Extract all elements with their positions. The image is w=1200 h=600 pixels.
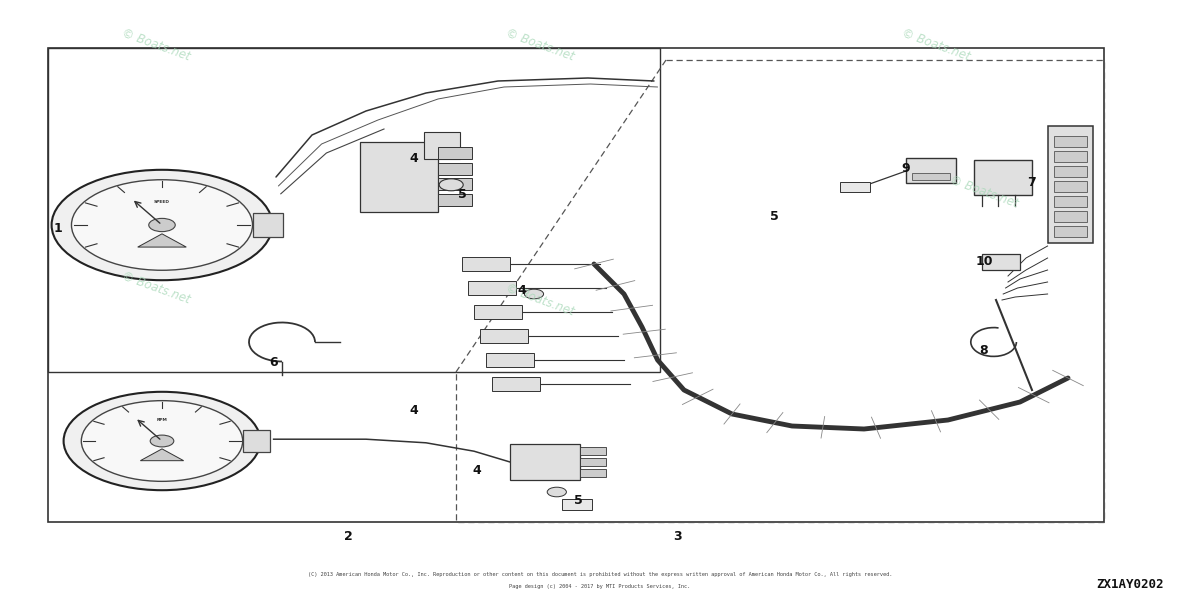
Bar <box>580 458 606 466</box>
Text: © Boats.net: © Boats.net <box>120 269 192 307</box>
Bar <box>468 281 516 295</box>
Circle shape <box>82 401 242 481</box>
Bar <box>1054 166 1087 177</box>
Bar <box>480 329 528 343</box>
Text: 6: 6 <box>269 356 278 370</box>
Bar <box>492 377 540 391</box>
Bar <box>486 353 534 367</box>
Bar <box>906 158 956 183</box>
Bar <box>252 213 283 237</box>
Polygon shape <box>140 449 184 461</box>
Text: 7: 7 <box>1027 176 1037 190</box>
Bar <box>462 257 510 271</box>
Bar <box>242 430 270 452</box>
Text: 1: 1 <box>53 221 62 235</box>
Bar <box>510 444 580 480</box>
Bar <box>438 178 472 190</box>
Bar <box>438 163 472 175</box>
Text: © Boats.net: © Boats.net <box>900 26 972 64</box>
Polygon shape <box>138 234 186 247</box>
Circle shape <box>72 180 252 270</box>
Text: 9: 9 <box>901 161 911 175</box>
Bar <box>580 469 606 477</box>
Text: © Boats.net: © Boats.net <box>504 26 576 64</box>
Bar <box>840 182 870 192</box>
Bar <box>912 173 950 180</box>
Bar <box>438 147 472 159</box>
Text: 4: 4 <box>472 464 481 478</box>
Bar <box>1054 211 1087 222</box>
Text: © Boats.net: © Boats.net <box>120 26 192 64</box>
Circle shape <box>547 487 566 497</box>
Bar <box>562 499 592 510</box>
Text: (C) 2013 American Honda Motor Co., Inc. Reproduction or other content on this do: (C) 2013 American Honda Motor Co., Inc. … <box>308 572 892 577</box>
Bar <box>1054 196 1087 207</box>
Text: 10: 10 <box>976 254 992 268</box>
Bar <box>438 194 472 206</box>
Text: 5: 5 <box>457 188 467 202</box>
Text: 4: 4 <box>409 152 419 166</box>
Text: © Boats.net: © Boats.net <box>504 281 576 319</box>
Bar <box>1054 226 1087 237</box>
Bar <box>1054 181 1087 192</box>
Text: SPEED: SPEED <box>154 200 170 204</box>
Text: Page design (c) 2004 - 2017 by MTI Products Services, Inc.: Page design (c) 2004 - 2017 by MTI Produ… <box>509 584 691 589</box>
Bar <box>982 254 1020 270</box>
Text: 4: 4 <box>517 284 527 298</box>
Bar <box>580 447 606 455</box>
Text: 8: 8 <box>979 344 989 358</box>
Text: 5: 5 <box>574 494 583 508</box>
Circle shape <box>439 179 463 191</box>
Circle shape <box>149 218 175 232</box>
Bar <box>360 142 438 212</box>
Bar <box>1048 126 1093 243</box>
Circle shape <box>150 435 174 447</box>
Bar <box>974 160 1032 195</box>
Text: ZX1AY0202: ZX1AY0202 <box>1097 578 1164 591</box>
Bar <box>48 48 1104 522</box>
Text: 2: 2 <box>343 530 353 544</box>
Circle shape <box>64 392 260 490</box>
Bar <box>424 132 460 159</box>
Bar <box>1054 151 1087 162</box>
Bar <box>48 48 660 372</box>
Circle shape <box>52 170 272 280</box>
Text: 5: 5 <box>769 209 779 223</box>
Text: 3: 3 <box>673 530 683 544</box>
Bar <box>474 305 522 319</box>
Circle shape <box>524 289 544 299</box>
Text: © Boats.net: © Boats.net <box>948 173 1020 211</box>
Text: 4: 4 <box>409 404 419 418</box>
Bar <box>1054 136 1087 147</box>
Text: RPM: RPM <box>156 418 168 422</box>
